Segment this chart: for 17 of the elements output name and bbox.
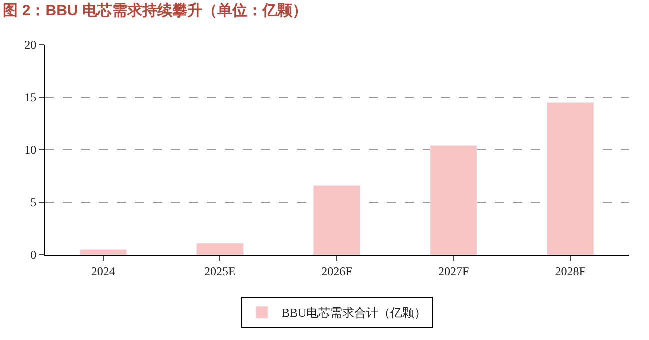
x-tick-label: 2026F: [322, 264, 353, 278]
x-tick-label: 2028F: [555, 264, 586, 278]
y-tick-label: 0: [30, 248, 37, 262]
y-tick-label: 20: [24, 38, 37, 52]
chart-title: 图 2：BBU 电芯需求持续攀升（单位：亿颗）: [3, 2, 308, 20]
y-tick-label: 5: [30, 196, 37, 210]
legend-label: BBU电芯需求合计（亿颗）: [282, 306, 427, 320]
bar: [196, 243, 244, 255]
x-tick-label: 2024: [91, 264, 116, 278]
bar: [546, 102, 594, 255]
bar: [313, 185, 361, 255]
y-tick-label: 15: [24, 90, 37, 105]
x-tick-label: 2025E: [204, 264, 236, 278]
bar: [80, 250, 128, 255]
x-tick-label: 2027F: [438, 264, 470, 278]
bar: [430, 146, 478, 255]
y-tick-label: 10: [24, 143, 37, 158]
